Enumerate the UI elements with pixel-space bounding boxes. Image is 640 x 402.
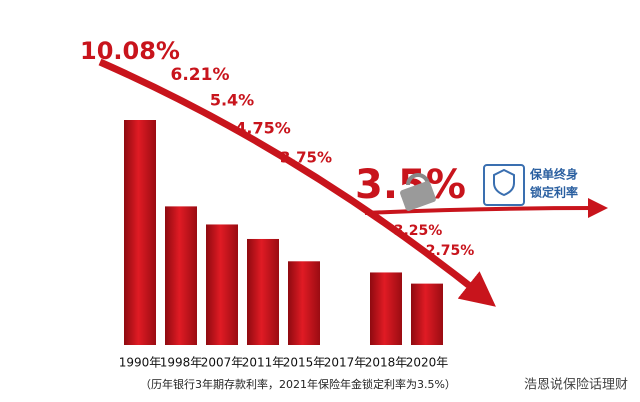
badge-text: 锁定利率 — [530, 185, 578, 200]
value-label: 3.25% — [394, 223, 443, 239]
value-label: 10.08% — [80, 37, 180, 65]
x-tick-label: 2011年 — [242, 356, 285, 370]
x-tick-label: 2007年 — [201, 356, 244, 370]
bar — [247, 238, 279, 345]
value-label: 5.4% — [210, 91, 254, 110]
bar — [411, 283, 443, 345]
x-tick-label: 2017年 — [324, 356, 367, 370]
value-label: 3.75% — [280, 149, 332, 167]
bar — [165, 206, 197, 345]
lock-arrow — [364, 198, 608, 219]
badge-text: 保单终身 — [529, 167, 578, 182]
value-label: 2.75% — [426, 243, 475, 259]
bar — [288, 261, 320, 345]
x-tick-label: 2018年 — [365, 356, 408, 370]
bar — [370, 272, 402, 345]
x-tick-label: 2015年 — [283, 356, 326, 370]
footnote: （历年银行3年期存款利率，2021年保险年金锁定利率为3.5%） — [140, 377, 456, 391]
x-tick-label: 1998年 — [160, 356, 203, 370]
lock-icon — [400, 173, 436, 211]
value-label: 4.75% — [235, 119, 291, 138]
x-tick-label: 1990年 — [119, 356, 162, 370]
watermark: 浩恩说保险话理财 — [524, 378, 628, 393]
value-label: 6.21% — [171, 65, 230, 85]
bar — [124, 120, 156, 345]
trend-arrow — [98, 58, 496, 307]
badge: 保单终身 锁定利率 — [483, 164, 578, 206]
bars — [124, 120, 443, 345]
bar — [206, 224, 238, 345]
x-tick-label: 2020年 — [406, 356, 449, 370]
